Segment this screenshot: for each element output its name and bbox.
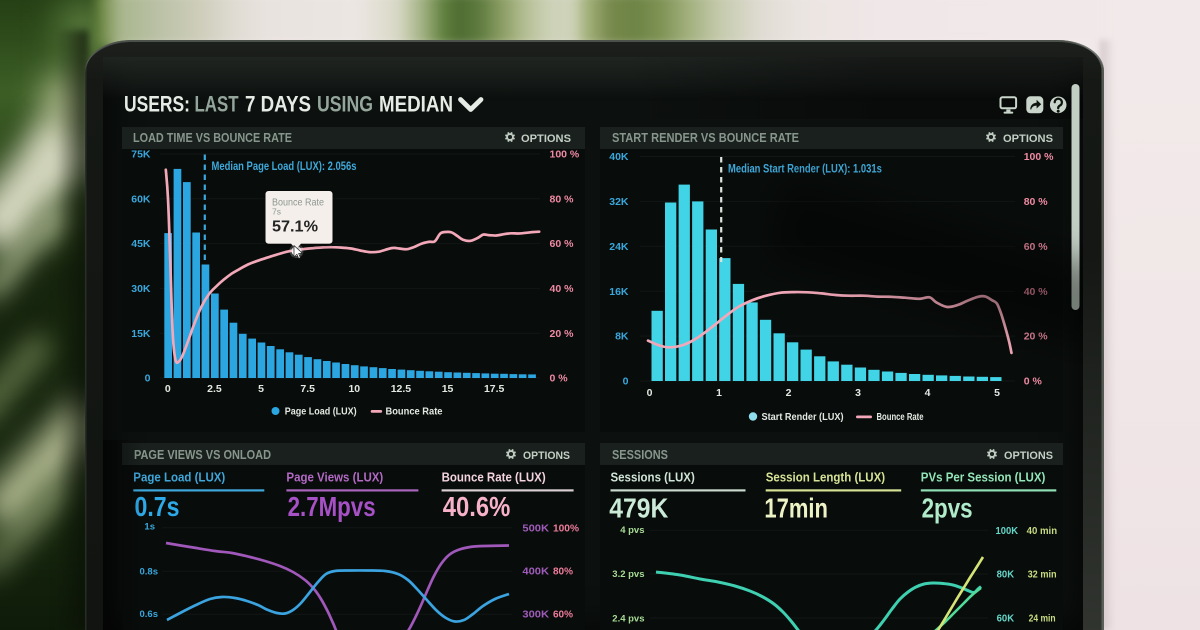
svg-text:24 min: 24 min [1029, 614, 1056, 625]
svg-text:Median Start Render (LUX): 1.0: Median Start Render (LUX): 1.031s [728, 163, 882, 176]
svg-text:2.5: 2.5 [207, 383, 222, 395]
svg-text:7 DAYS: 7 DAYS [245, 92, 311, 117]
svg-text:60%: 60% [553, 610, 573, 621]
svg-text:0: 0 [647, 387, 653, 399]
svg-text:15: 15 [442, 383, 454, 395]
svg-text:15K: 15K [131, 328, 151, 340]
svg-text:SESSIONS: SESSIONS [612, 448, 668, 462]
svg-text:LAST: LAST [195, 92, 239, 117]
svg-text:100K: 100K [996, 526, 1019, 537]
svg-text:Session Length (LUX): Session Length (LUX) [766, 470, 885, 485]
svg-text:LOAD TIME VS BOUNCE RATE: LOAD TIME VS BOUNCE RATE [133, 131, 292, 145]
svg-text:7.5: 7.5 [300, 383, 315, 395]
svg-text:400K: 400K [522, 567, 549, 578]
svg-text:80%: 80% [553, 567, 573, 578]
svg-text:Sessions (LUX): Sessions (LUX) [611, 470, 695, 485]
svg-text:PAGE VIEWS VS ONLOAD: PAGE VIEWS VS ONLOAD [134, 448, 271, 462]
svg-text:40 %: 40 % [1024, 286, 1049, 298]
svg-text:5: 5 [258, 383, 264, 395]
svg-text:20 %: 20 % [1024, 331, 1049, 343]
svg-text:12.5: 12.5 [391, 383, 412, 395]
svg-text:40 min: 40 min [1027, 526, 1058, 537]
svg-text:0: 0 [145, 373, 151, 385]
svg-text:OPTIONS: OPTIONS [523, 450, 570, 462]
svg-text:USING: USING [317, 92, 373, 117]
svg-text:100%: 100% [553, 524, 579, 535]
svg-text:OPTIONS: OPTIONS [1003, 133, 1053, 145]
svg-text:0.8s: 0.8s [140, 566, 159, 577]
svg-text:300K: 300K [522, 610, 549, 621]
svg-text:60K: 60K [131, 193, 151, 205]
svg-text:0: 0 [623, 376, 629, 388]
svg-text:1s: 1s [144, 522, 155, 533]
svg-text:100 %: 100 % [1024, 151, 1054, 163]
svg-text:8K: 8K [615, 331, 629, 343]
svg-text:Bounce Rate (LUX): Bounce Rate (LUX) [442, 470, 546, 485]
svg-text:32 min: 32 min [1028, 570, 1057, 581]
svg-text:40K: 40K [609, 151, 629, 163]
svg-text:0: 0 [165, 383, 171, 395]
svg-text:40.6%: 40.6% [443, 491, 511, 522]
svg-text:Bounce Rate: Bounce Rate [272, 198, 324, 209]
svg-text:2pvs: 2pvs [922, 493, 973, 524]
svg-text:Page Load (LUX): Page Load (LUX) [133, 470, 225, 485]
svg-text:32K: 32K [609, 196, 629, 208]
svg-text:40 %: 40 % [550, 283, 575, 295]
svg-text:5: 5 [994, 387, 1000, 399]
svg-text:500K: 500K [522, 524, 549, 535]
svg-text:45K: 45K [131, 238, 151, 250]
svg-text:0.7s: 0.7s [135, 491, 180, 522]
svg-text:OPTIONS: OPTIONS [521, 133, 571, 145]
svg-text:24K: 24K [609, 241, 629, 253]
svg-text:60 %: 60 % [1024, 241, 1049, 253]
svg-text:1: 1 [716, 387, 722, 399]
svg-text:2.4 pvs: 2.4 pvs [612, 613, 644, 624]
svg-text:17min: 17min [764, 493, 828, 524]
svg-text:20 %: 20 % [550, 328, 575, 340]
svg-text:0 %: 0 % [550, 373, 569, 385]
svg-text:2.7Mpvs: 2.7Mpvs [288, 491, 376, 522]
svg-text:MEDIAN: MEDIAN [379, 92, 453, 117]
svg-text:Start Render (LUX): Start Render (LUX) [762, 411, 844, 423]
svg-text:4 pvs: 4 pvs [620, 525, 644, 536]
svg-text:100 %: 100 % [550, 149, 580, 161]
svg-text:USERS:: USERS: [124, 92, 190, 117]
svg-text:75K: 75K [131, 149, 151, 161]
svg-text:OPTIONS: OPTIONS [1004, 450, 1053, 462]
svg-text:2: 2 [786, 387, 792, 399]
svg-text:60 %: 60 % [550, 238, 575, 250]
svg-text:57.1%: 57.1% [272, 219, 318, 236]
svg-text:80 %: 80 % [1024, 196, 1049, 208]
svg-text:7s: 7s [272, 207, 281, 217]
svg-text:Page Views (LUX): Page Views (LUX) [286, 470, 383, 485]
svg-text:PVs Per Session (LUX): PVs Per Session (LUX) [921, 470, 1046, 485]
svg-text:Bounce Rate: Bounce Rate [386, 406, 443, 418]
svg-text:0 %: 0 % [1024, 376, 1043, 388]
svg-text:16K: 16K [609, 286, 629, 298]
svg-text:0.6s: 0.6s [140, 609, 159, 620]
svg-text:Median Page Load (LUX): 2.056s: Median Page Load (LUX): 2.056s [212, 160, 357, 173]
svg-text:Bounce Rate: Bounce Rate [877, 411, 924, 423]
svg-text:30K: 30K [131, 283, 151, 295]
svg-text:80K: 80K [997, 570, 1015, 581]
svg-text:10: 10 [348, 383, 360, 395]
svg-text:17.5: 17.5 [484, 383, 505, 395]
svg-text:4: 4 [925, 387, 931, 399]
svg-text:60K: 60K [997, 614, 1015, 625]
svg-text:Page Load (LUX): Page Load (LUX) [285, 406, 357, 418]
svg-text:START RENDER VS BOUNCE RATE: START RENDER VS BOUNCE RATE [612, 131, 799, 145]
svg-text:3: 3 [855, 387, 861, 399]
svg-text:80 %: 80 % [550, 193, 575, 205]
svg-text:479K: 479K [609, 493, 668, 524]
svg-text:3.2 pvs: 3.2 pvs [612, 569, 644, 580]
